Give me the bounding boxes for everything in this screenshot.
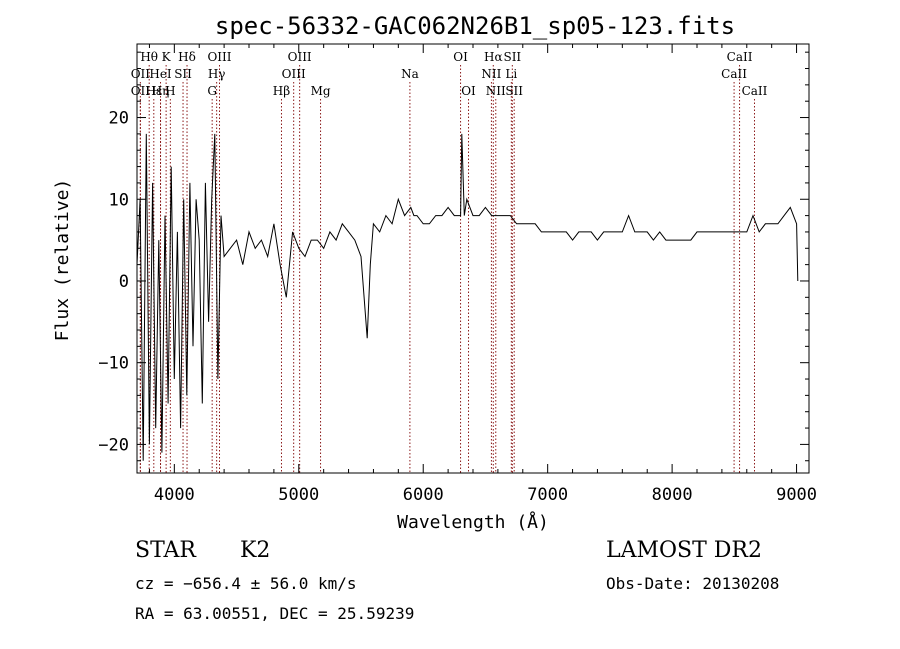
- x-tick-label-2: 6000: [403, 485, 444, 505]
- redshift-label: cz = −656.4 ± 56.0 km/s: [135, 574, 357, 593]
- marker-label-20: Hη: [152, 84, 170, 98]
- y-tick-label-4: 20: [109, 109, 129, 129]
- marker-label-10: HeI: [149, 67, 172, 81]
- marker-label-16: Li: [505, 67, 517, 81]
- x-tick-label-5: 9000: [776, 485, 817, 505]
- x-tick-label-1: 5000: [278, 485, 319, 505]
- marker-label-0: Hθ: [140, 50, 158, 64]
- marker-label-23: Hβ: [273, 84, 290, 98]
- y-tick-label-2: 0: [119, 272, 129, 292]
- y-tick-label-1: −10: [98, 354, 129, 374]
- x-tick-label-0: 4000: [154, 485, 195, 505]
- coordinates-label: RA = 63.00551, DEC = 25.59239: [135, 604, 415, 623]
- marker-label-11: SII: [174, 67, 192, 81]
- survey-label: LAMOST DR2: [606, 538, 762, 563]
- marker-label-21: H: [165, 84, 175, 98]
- x-tick-label-3: 7000: [527, 485, 568, 505]
- marker-label-3: OIII: [207, 50, 231, 64]
- x-axis-label: Wavelength (Å): [397, 511, 549, 533]
- obs-date-label: Obs-Date: 20130208: [606, 574, 780, 593]
- marker-label-27: SII: [505, 84, 523, 98]
- marker-label-25: OI: [461, 84, 476, 98]
- marker-label-4: OIII: [288, 50, 312, 64]
- marker-label-2: Hδ: [178, 50, 196, 64]
- marker-label-19: Hε: [145, 84, 162, 98]
- subclass-label: K2: [240, 538, 271, 563]
- y-axis-label: Flux (relative): [52, 179, 73, 342]
- marker-label-24: Mg: [311, 84, 331, 98]
- marker-label-14: Na: [401, 67, 419, 81]
- chart-title: spec-56332-GAC062N26B1_sp05-123.fits: [215, 12, 735, 40]
- flux-series: [136, 133, 799, 461]
- y-tick-label-3: 10: [109, 190, 129, 210]
- x-tick-label-4: 8000: [652, 485, 693, 505]
- x-axis: 4000 5000 6000 7000 8000 9000: [148, 44, 817, 505]
- marker-label-1: K: [162, 50, 172, 64]
- plot-frame: [136, 43, 810, 474]
- marker-label-13: OIII: [282, 67, 306, 81]
- marker-label-22: G: [207, 84, 217, 98]
- marker-label-26: NII: [486, 84, 506, 98]
- marker-label-8: CaII: [727, 50, 753, 64]
- marker-label-6: Hα: [484, 50, 503, 64]
- y-tick-label-0: −20: [98, 435, 129, 455]
- object-class-label: STAR: [135, 538, 196, 563]
- marker-label-12: Hγ: [208, 67, 226, 81]
- marker-label-18: OII: [131, 84, 151, 98]
- marker-label-9: OII: [131, 67, 151, 81]
- series-line-0: [136, 133, 799, 461]
- y-axis: −20 −10 0 10 20: [98, 51, 809, 462]
- marker-label-15: NII: [481, 67, 501, 81]
- marker-label-5: OI: [453, 50, 468, 64]
- marker-label-17: CaII: [721, 67, 747, 81]
- marker-label-28: CaII: [742, 84, 768, 98]
- marker-label-7: SII: [503, 50, 521, 64]
